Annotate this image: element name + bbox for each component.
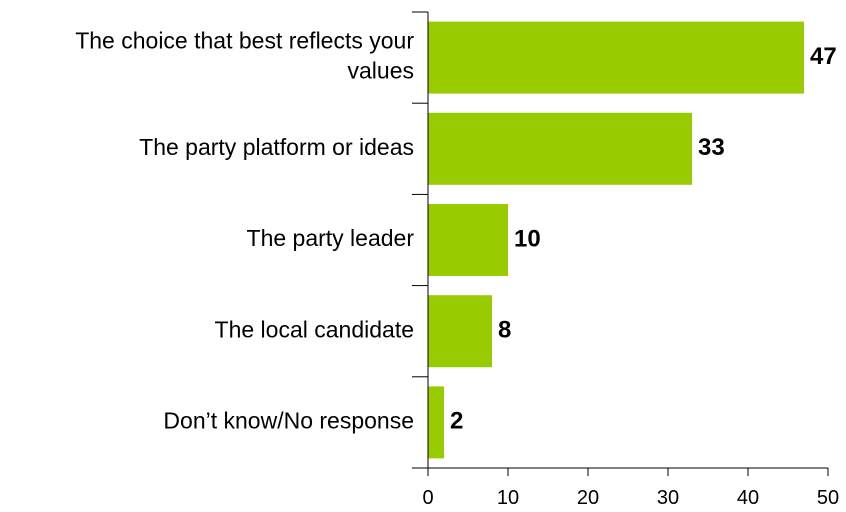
x-tick-label: 30 [657, 487, 679, 509]
x-tick-label: 40 [737, 487, 759, 509]
category-label: The party leader [247, 225, 415, 251]
category-label-line: The local candidate [215, 316, 414, 342]
x-tick-label: 50 [817, 487, 839, 509]
bar [428, 112, 692, 185]
bar [428, 21, 804, 94]
axes: 0 10 20 30 40 50 [412, 11, 839, 509]
category-labels: The choice that best reflects your values… [75, 28, 414, 434]
category-label-line: Don’t know/No response [163, 407, 414, 433]
category-label-line: The choice that best reflects your [75, 28, 414, 54]
x-tick-label: 0 [422, 487, 433, 509]
x-tick-label: 20 [577, 487, 599, 509]
category-label: Don’t know/No response [163, 407, 414, 433]
category-label: The party platform or ideas [139, 134, 414, 160]
category-label: The local candidate [215, 316, 414, 342]
value-label: 10 [514, 225, 541, 252]
category-label-line: The party leader [247, 225, 415, 251]
category-label: The choice that best reflects your values [75, 28, 414, 84]
bar [428, 204, 508, 276]
bar [428, 386, 444, 459]
bars [428, 21, 804, 459]
value-label: 8 [498, 317, 511, 344]
category-label-line: The party platform or ideas [139, 134, 414, 160]
bar [428, 295, 492, 368]
value-label: 2 [450, 408, 463, 435]
category-label-line: values [348, 58, 414, 84]
x-tick-label: 10 [497, 487, 519, 509]
value-label: 47 [810, 43, 837, 70]
value-labels: 47 33 10 8 2 [450, 43, 837, 435]
value-label: 33 [698, 134, 725, 161]
